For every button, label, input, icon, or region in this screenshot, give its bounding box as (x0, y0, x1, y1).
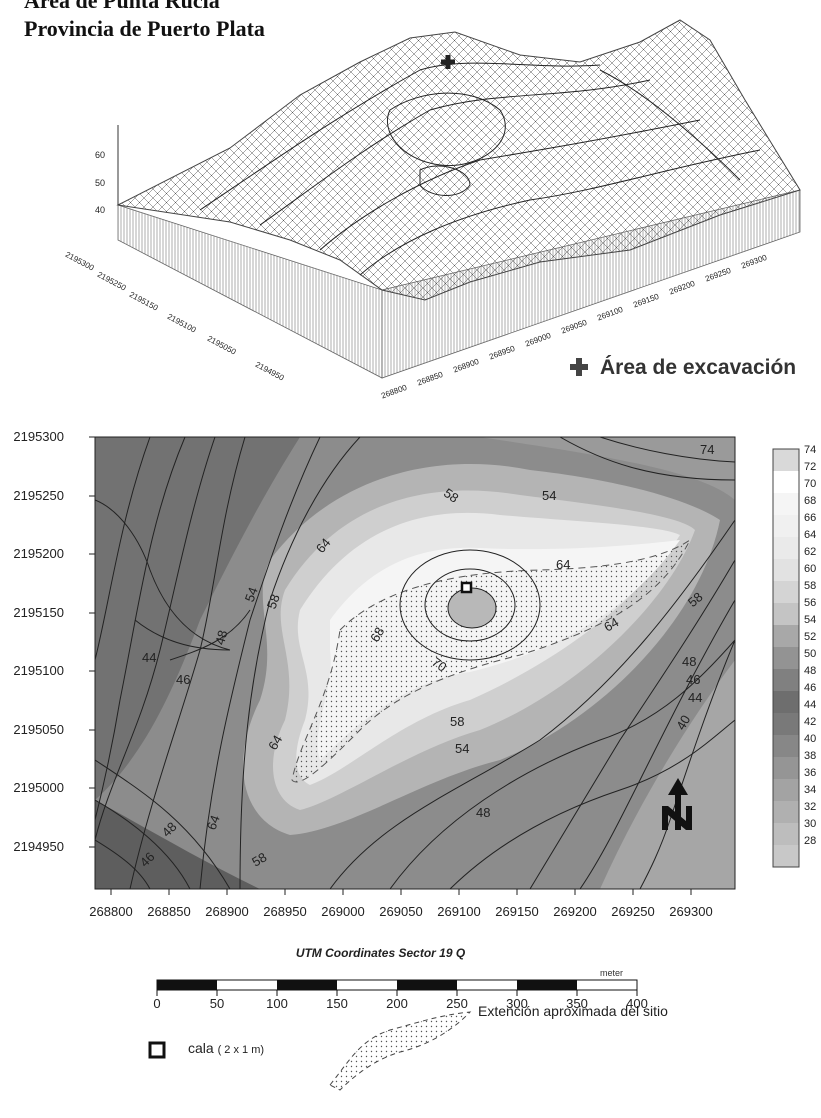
colorbar-tick: 74 (804, 444, 817, 456)
scale-tick: 400 (626, 996, 648, 1011)
colorbar-tick: 66 (804, 512, 817, 524)
map-x-tick: 269300 (669, 904, 713, 919)
colorbar-tick: 52 (804, 631, 817, 643)
map-y-tick: 2195250 (13, 488, 64, 503)
colorbar-tick: 42 (804, 716, 817, 728)
square-marker-icon (148, 1041, 166, 1059)
map-axis-title-text: UTM Coordinates Sector 19 Q (295, 946, 466, 960)
dotted-area-icon (329, 1011, 472, 1091)
colorbar-tick: 48 (804, 665, 817, 677)
map-x-tick: 269100 (437, 904, 481, 919)
map-x-tick: 269050 (379, 904, 423, 919)
z-tick-50: 50 (95, 178, 106, 188)
surface-3d (116, 19, 801, 379)
contour-label: 44 (688, 690, 703, 705)
scale-tick: 250 (446, 996, 468, 1011)
map-y-tick: 2195300 (13, 429, 64, 444)
scale-tick: 350 (566, 996, 588, 1011)
colorbar-tick: 28 (804, 835, 817, 847)
map-x-tick: 269250 (611, 904, 655, 919)
map-x-tick: 268900 (205, 904, 249, 919)
scale-tick: 150 (326, 996, 348, 1011)
cala-legend-size: ( 2 x 1 m) (217, 1044, 265, 1056)
colorbar-tick: 34 (804, 784, 817, 796)
contour-label: 64 (556, 557, 571, 572)
map-x-tick: 268800 (89, 904, 133, 919)
colorbar-tick: 64 (804, 529, 817, 541)
contour-map (89, 436, 736, 895)
colorbar-tick: 36 (804, 767, 817, 779)
map-y-tick: 2195000 (13, 780, 64, 795)
contour-label: 54 (455, 741, 470, 756)
contour-label: 58 (450, 714, 465, 729)
contour-label: 46 (686, 672, 701, 687)
scale-bar-unit: meter (600, 968, 624, 978)
excavation-marker (441, 55, 455, 69)
cala-legend-label: cala (188, 1040, 214, 1056)
scale-bar (156, 979, 638, 996)
map-x-tick: 269000 (321, 904, 365, 919)
colorbar-tick: 40 (804, 733, 817, 745)
z-tick-40: 40 (95, 205, 106, 215)
colorbar-tick: 46 (804, 682, 817, 694)
north-arrow (662, 778, 692, 830)
contour-label: 74 (700, 442, 715, 457)
contour-label: 46 (176, 672, 191, 687)
map-x-tick: 268850 (147, 904, 191, 919)
excavation-legend-label: Área de excavación (600, 356, 797, 379)
map-title-line-1: Área de Punta Rucia (24, 0, 220, 13)
colorbar (772, 448, 800, 868)
scale-tick: 50 (209, 996, 225, 1011)
z-tick-60: 60 (95, 150, 106, 160)
site-extent-legend: Extención aproximada del sitio (478, 1003, 668, 1019)
map-x-tick: 268950 (263, 904, 307, 919)
colorbar-tick: 38 (804, 750, 817, 762)
colorbar-tick: 62 (804, 546, 817, 558)
map-y-tick: 2195150 (13, 605, 64, 620)
cala-marker (460, 581, 473, 594)
contour-label: 48 (682, 654, 697, 669)
cross-marker-icon (570, 358, 588, 376)
cala-legend: cala ( 2 x 1 m) (188, 1040, 264, 1056)
colorbar-tick: 32 (804, 801, 817, 813)
colorbar-tick: 68 (804, 495, 817, 507)
colorbar-tick: 56 (804, 597, 817, 609)
map-y-tick: 2195050 (13, 722, 64, 737)
excavation-legend: Área de excavación (570, 356, 796, 380)
colorbar-tick: 50 (804, 648, 817, 660)
scale-tick: 0 (153, 996, 161, 1011)
contour-label: 54 (542, 488, 557, 503)
map-y-tick: 2194950 (13, 839, 64, 854)
colorbar-tick: 70 (804, 478, 817, 490)
surface-mesh (116, 19, 801, 301)
colorbar-tick: 58 (804, 580, 817, 592)
map-y-tick: 2195100 (13, 663, 64, 678)
contour-label: 44 (142, 650, 157, 665)
map-title-line-2: Provincia de Puerto Plata (24, 16, 265, 41)
map-x-tick: 269150 (495, 904, 539, 919)
colorbar-tick: 54 (804, 614, 817, 626)
map-y-tick: 2195200 (13, 546, 64, 561)
scale-tick: 200 (386, 996, 408, 1011)
contour-label: 48 (476, 805, 491, 820)
colorbar-tick: 72 (804, 461, 817, 473)
colorbar-tick: 30 (804, 818, 817, 830)
colorbar-tick: 60 (804, 563, 817, 575)
map-x-tick: 269200 (553, 904, 597, 919)
scale-tick: 300 (506, 996, 528, 1011)
scale-tick: 100 (266, 996, 288, 1011)
colorbar-tick: 44 (804, 699, 817, 711)
map-axis-title: UTM Coordinates Sector 19 Q (0, 946, 821, 960)
